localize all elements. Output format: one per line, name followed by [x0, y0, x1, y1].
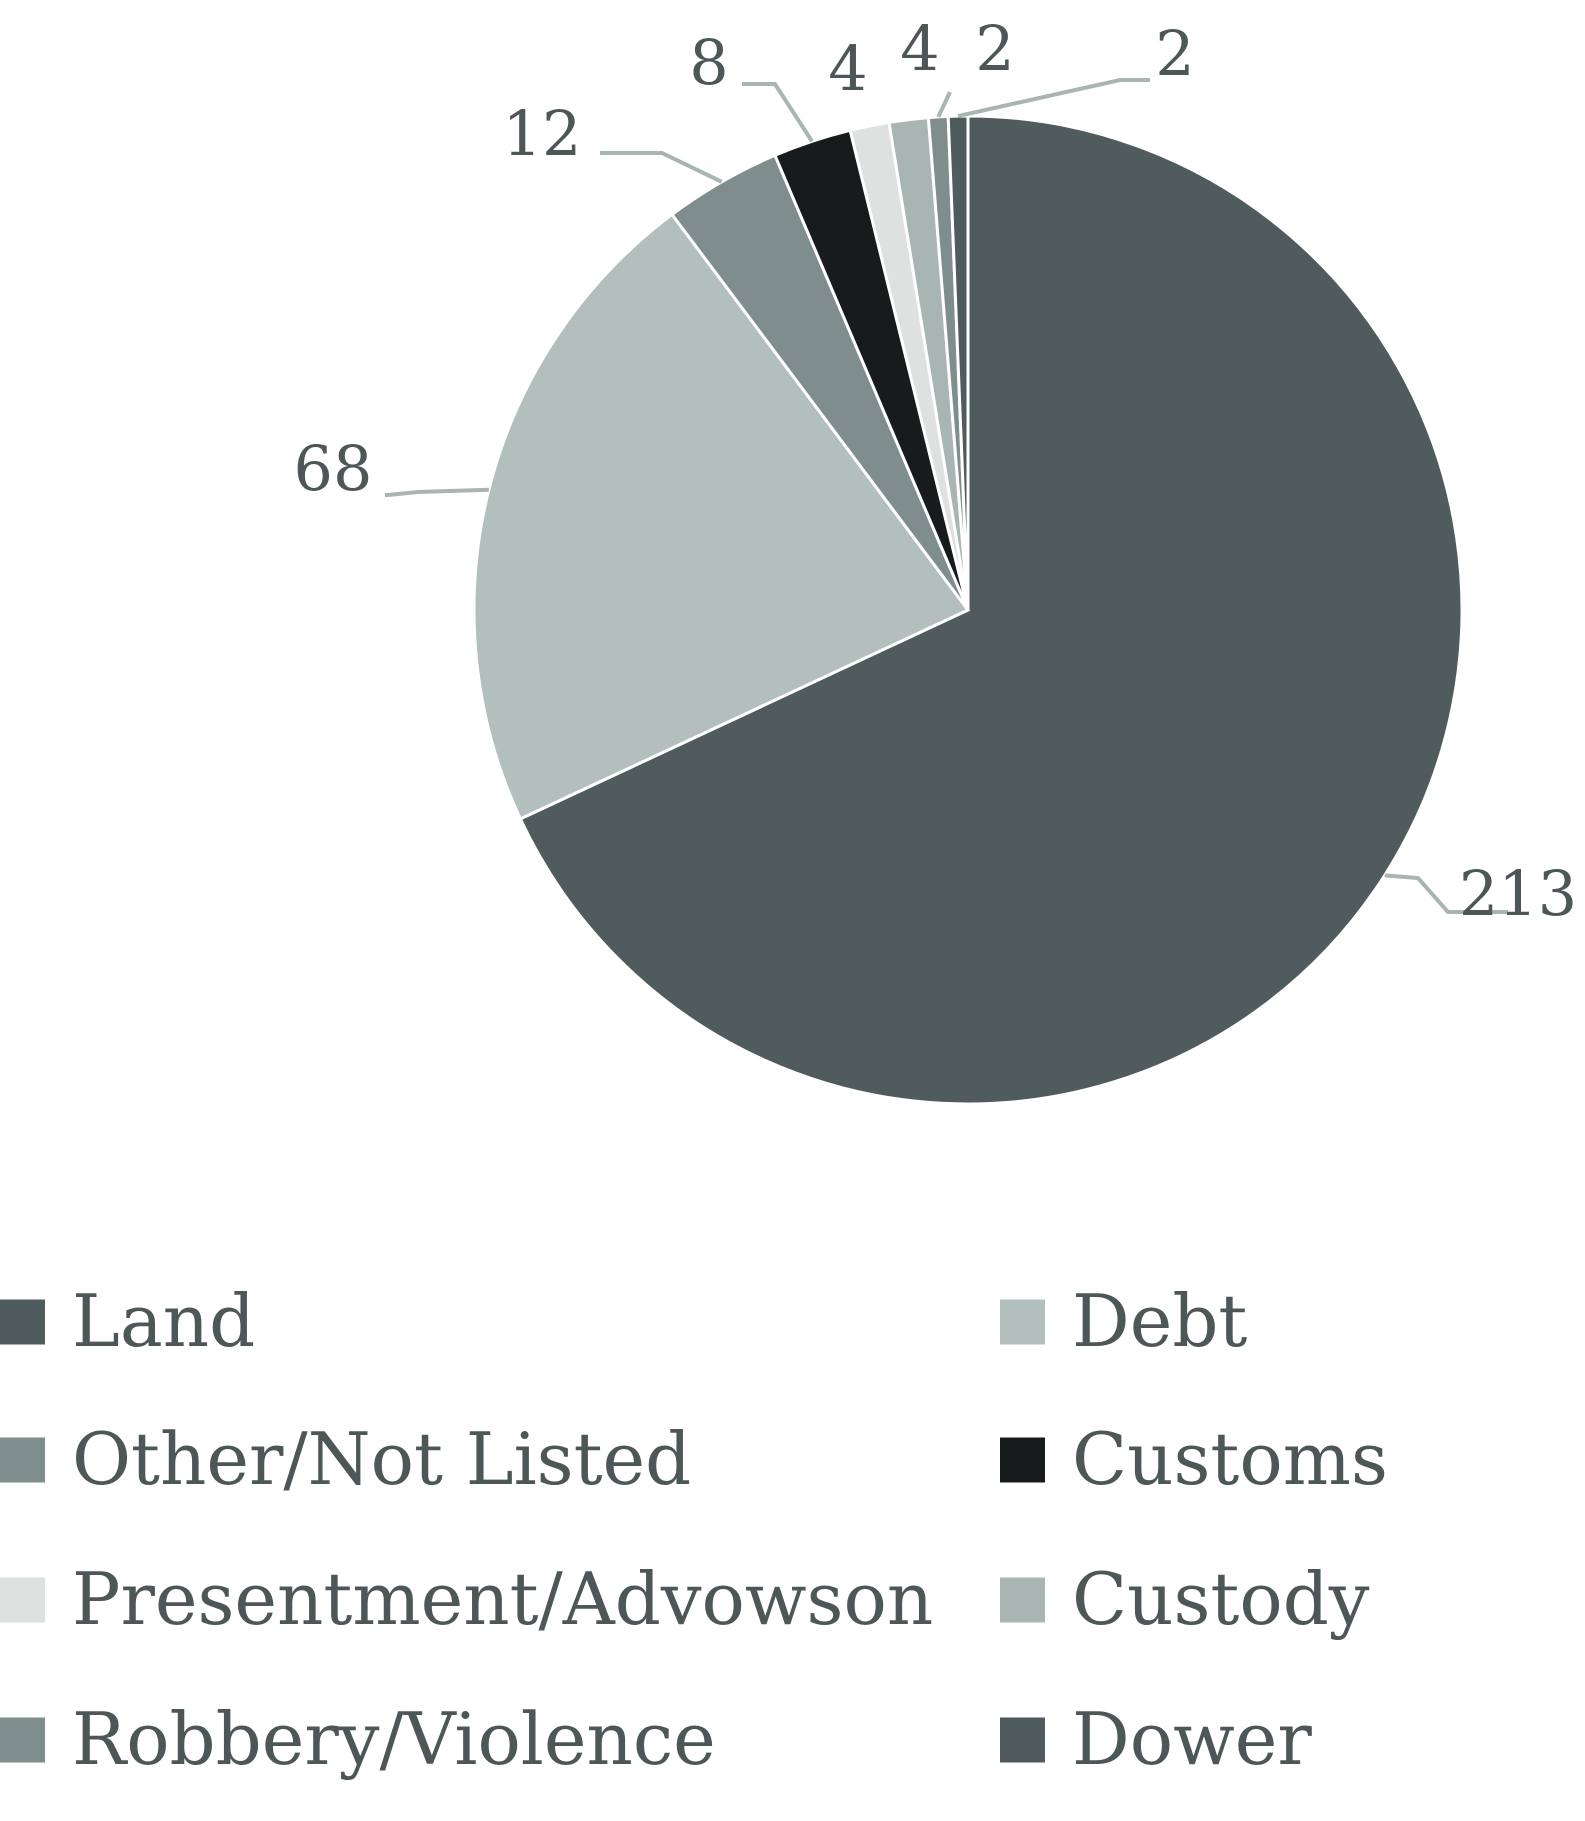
legend-label-dower: Dower	[1072, 1697, 1312, 1781]
legend-swatch-robbery-violence	[0, 1717, 45, 1763]
leader-line-customs	[742, 82, 814, 143]
slice-debt	[472, 212, 971, 821]
slice-land	[518, 114, 1464, 1106]
leader-line-land	[1384, 873, 1508, 914]
leader-line-dower	[957, 78, 1150, 119]
leader-line-robbery-violence	[936, 91, 952, 118]
data-label-debt: 68	[294, 432, 373, 505]
legend-label-customs: Customs	[1072, 1417, 1388, 1501]
legend-label-land: Land	[72, 1279, 255, 1363]
leader-line-other-not-listed	[600, 151, 723, 184]
legend-label-robbery-violence: Robbery/Violence	[72, 1697, 716, 1781]
legend-swatch-debt	[1000, 1299, 1045, 1345]
slice-dower	[946, 114, 970, 611]
data-label-custody: 4	[900, 12, 939, 85]
legend-label-debt: Debt	[1072, 1279, 1247, 1363]
legend-swatch-presentment-advowson	[0, 1577, 45, 1623]
label-leader-lines	[385, 78, 1508, 914]
legend-swatch-land	[0, 1299, 45, 1345]
legend-label-custody: Custody	[1072, 1557, 1370, 1641]
leader-line-debt	[385, 487, 489, 497]
data-label-dower: 2	[1155, 17, 1194, 90]
legend-swatch-other-not-listed	[0, 1437, 45, 1483]
pie-slices	[472, 114, 1464, 1106]
legend-label-other-not-listed: Other/Not Listed	[72, 1417, 691, 1501]
data-label-customs: 8	[689, 26, 728, 99]
legend-swatch-customs	[1000, 1437, 1045, 1483]
data-label-other-not-listed: 12	[503, 97, 582, 170]
data-label-land: 213	[1459, 857, 1577, 930]
legend-swatch-custody	[1000, 1577, 1045, 1623]
legend: Land Debt Other/Not Listed Customs Presentme…	[0, 1279, 1388, 1781]
legend-swatch-dower	[1000, 1717, 1045, 1763]
legend-label-presentment-advowson: Presentment/Advowson	[72, 1557, 933, 1641]
data-label-robbery-violence: 2	[975, 12, 1014, 85]
data-label-presentment-advowson: 4	[828, 32, 867, 105]
